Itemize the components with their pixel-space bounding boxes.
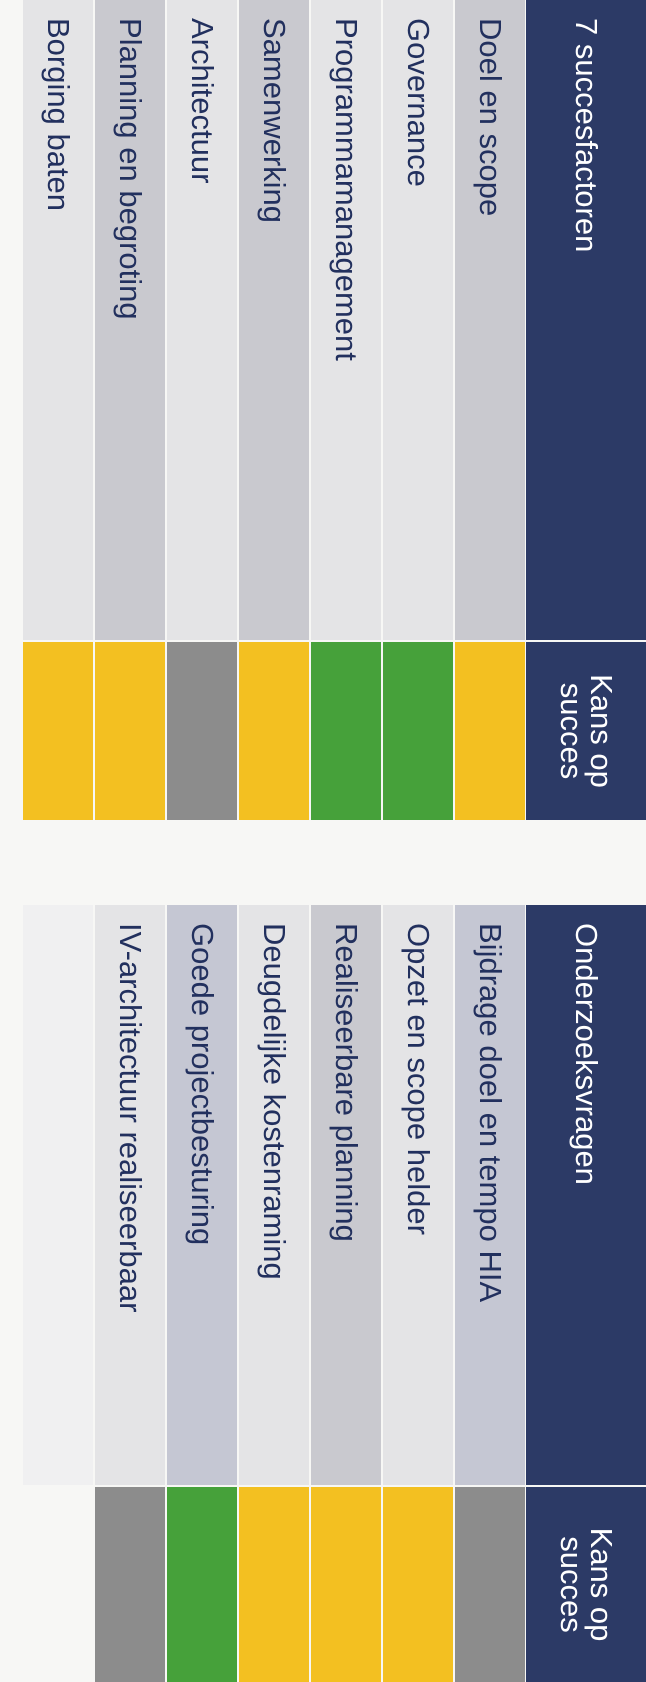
- header-title: 7 succesfactoren: [526, 0, 646, 640]
- table-row: Borging baten: [23, 0, 93, 820]
- header-status-line2: succes: [554, 682, 589, 780]
- table-row: IV-architectuur realiseerbaar: [95, 905, 165, 1682]
- status-indicator-empty: [23, 1487, 93, 1682]
- table-row: Governance: [383, 0, 453, 820]
- row-label: Borging baten: [23, 0, 93, 640]
- row-label: Planning en begroting: [95, 0, 165, 640]
- table-row: Bijdrage doel en tempo HIA: [455, 905, 525, 1682]
- table-row: Programmamanagement: [311, 0, 381, 820]
- row-label: IV-architectuur realiseerbaar: [95, 905, 165, 1485]
- status-indicator-yellow: [239, 1487, 309, 1682]
- table-row: Goede projectbesturing: [167, 905, 237, 1682]
- status-indicator-yellow: [455, 642, 525, 820]
- status-indicator-yellow: [311, 1487, 381, 1682]
- status-indicator-green: [383, 642, 453, 820]
- table-header: 7 succesfactoren Kans op succes: [526, 0, 646, 820]
- status-indicator-gray: [455, 1487, 525, 1682]
- table-row: Doel en scope: [455, 0, 525, 820]
- header-status: Kans op succes: [526, 642, 646, 820]
- row-label: Realiseerbare planning: [311, 905, 381, 1485]
- table-row: Samenwerking: [239, 0, 309, 820]
- row-label: Governance: [383, 0, 453, 640]
- row-label: Architectuur: [167, 0, 237, 640]
- table-row: Planning en begroting: [95, 0, 165, 820]
- table-row: Architectuur: [167, 0, 237, 820]
- row-label: Bijdrage doel en tempo HIA: [455, 905, 525, 1485]
- table-row: Opzet en scope helder: [383, 905, 453, 1682]
- table-row: Realiseerbare planning: [311, 905, 381, 1682]
- status-indicator-green: [311, 642, 381, 820]
- header-status-line1: Kans op: [584, 1527, 619, 1642]
- row-label: [23, 905, 93, 1485]
- table-header: Onderzoeksvragen Kans op succes: [526, 905, 646, 1682]
- status-indicator-yellow: [23, 642, 93, 820]
- header-status-line1: Kans op: [584, 674, 619, 788]
- status-indicator-gray: [95, 1487, 165, 1682]
- table-row: Deugdelijke kostenraming: [239, 905, 309, 1682]
- status-indicator-gray: [167, 642, 237, 820]
- onderzoeksvragen-table: Onderzoeksvragen Kans op succes Bijdrage…: [21, 905, 646, 1682]
- header-title: Onderzoeksvragen: [526, 905, 646, 1485]
- row-label: Doel en scope: [455, 0, 525, 640]
- succesfactoren-table: 7 succesfactoren Kans op succes Doel en …: [21, 0, 646, 820]
- row-label: Samenwerking: [239, 0, 309, 640]
- header-status-line2: succes: [554, 1536, 589, 1633]
- row-label: Deugdelijke kostenraming: [239, 905, 309, 1485]
- table-row: [23, 905, 93, 1682]
- row-label: Opzet en scope helder: [383, 905, 453, 1485]
- header-status: Kans op succes: [526, 1487, 646, 1682]
- status-indicator-yellow: [95, 642, 165, 820]
- row-label: Programmamanagement: [311, 0, 381, 640]
- row-label: Goede projectbesturing: [167, 905, 237, 1485]
- status-indicator-green: [167, 1487, 237, 1682]
- status-indicator-yellow: [239, 642, 309, 820]
- status-indicator-yellow: [383, 1487, 453, 1682]
